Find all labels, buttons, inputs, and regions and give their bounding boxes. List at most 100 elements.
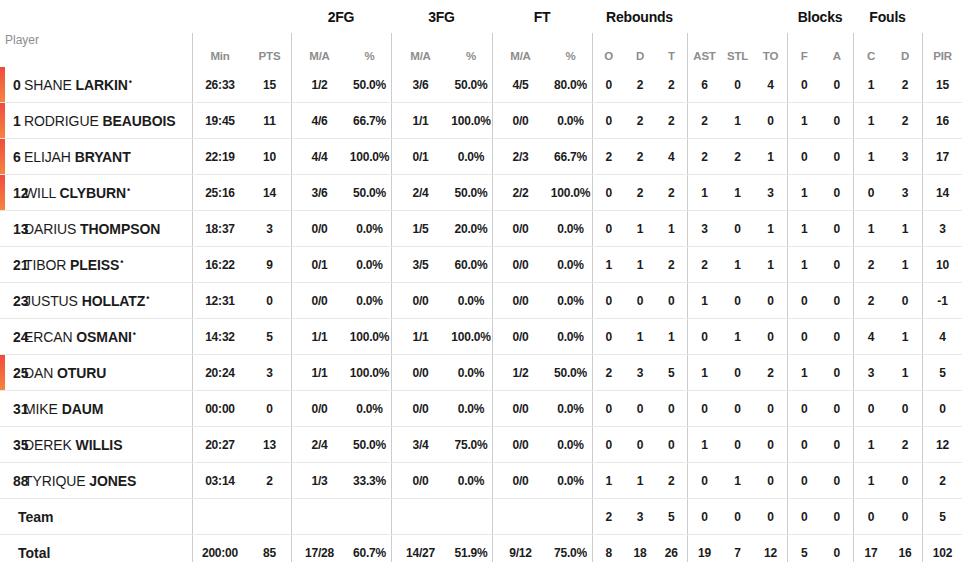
player-row[interactable]: 88TYRIQUE JONES03:1421/333.3%0/00.0%0/00… <box>0 463 962 499</box>
column-header-14: F <box>788 50 821 67</box>
stat-group: 224 <box>592 139 687 174</box>
player-row[interactable]: 12WILL CLYBURN•25:16143/650.0%2/450.0%2/… <box>0 175 962 211</box>
stat-group: 4/666.7% <box>291 103 391 138</box>
stat-group: 10 <box>853 463 922 498</box>
stat-group: 10 <box>787 175 853 210</box>
player-last-name: THOMPSON <box>80 221 160 237</box>
stat-cell-17: 0 <box>888 474 922 488</box>
stat-cell-10: 2 <box>656 474 687 488</box>
player-row[interactable]: 24ERCAN OSMANI•14:3251/1100.0%1/1100.0%0… <box>0 319 962 355</box>
column-header-15: A <box>821 50 854 67</box>
stat-cell-17: 0 <box>888 402 922 416</box>
stat-cell-9: 18 <box>624 546 655 560</box>
player-row[interactable]: 13DARIUS THOMPSON18:3730/00.0%1/520.0%0/… <box>0 211 962 247</box>
stat-cell-13: 0 <box>754 402 787 416</box>
stat-cell-16: 0 <box>854 510 888 524</box>
jersey-number: 31 <box>0 401 23 417</box>
stat-group: 10 <box>922 247 962 282</box>
group-header-fouls: Fouls <box>853 0 922 33</box>
stat-group: 2/2100.0% <box>492 175 592 210</box>
stat-cell-15: 0 <box>821 222 854 236</box>
stat-group: 604 <box>687 67 787 102</box>
stat-group: 12 <box>853 427 922 462</box>
stat-cell-17: 3 <box>888 150 922 164</box>
stat-cell-11: 2 <box>688 150 721 164</box>
stat-cell-7: 0.0% <box>548 294 593 308</box>
player-cell: 12WILL CLYBURN• <box>0 175 192 210</box>
player-row[interactable]: 25DAN OTURU20:2431/1100.0%0/00.0%1/250.0… <box>0 355 962 391</box>
stat-group: 000 <box>687 499 787 534</box>
starter-dot-icon: • <box>120 257 123 267</box>
player-row[interactable]: 21TIBOR PLEISS•16:2290/10.0%3/560.0%0/00… <box>0 247 962 283</box>
stat-group: 3/650.0% <box>391 67 492 102</box>
stat-cell-15: 0 <box>821 78 854 92</box>
stat-group: 0/00.0% <box>492 391 592 426</box>
stat-cell-0: 18:37 <box>193 222 247 236</box>
stat-group: 16:229 <box>192 247 291 282</box>
stat-group: 4/580.0% <box>492 67 592 102</box>
stat-cell-4: 14/27 <box>392 546 449 560</box>
stat-cell-9: 2 <box>624 114 655 128</box>
stat-cell-16: 0 <box>854 186 888 200</box>
on-court-indicator <box>0 355 5 390</box>
player-row[interactable]: 31MIKE DAUM00:0000/00.0%0/00.0%0/00.0%00… <box>0 391 962 427</box>
player-first-name: WILL <box>24 185 60 201</box>
stat-group: M/A% <box>391 33 492 67</box>
player-first-name: DARIUS <box>24 221 80 237</box>
stat-group: 0/00.0% <box>291 391 391 426</box>
player-row[interactable]: 35DEREK WILLIS20:27132/450.0%3/475.0%0/0… <box>0 427 962 463</box>
group-header-blocks: Blocks <box>787 0 853 33</box>
stat-cell-14: 1 <box>788 186 821 200</box>
player-name: MIKE DAUM <box>23 401 103 417</box>
stat-cell-2: 0/0 <box>292 294 347 308</box>
stat-group: 18:373 <box>192 211 291 246</box>
stat-cell-16: 1 <box>854 222 888 236</box>
stat-cell-4: 3/6 <box>392 78 449 92</box>
stat-cell-15: 0 <box>821 366 854 380</box>
player-row[interactable]: 23JUSTUS HOLLATZ•12:3100/00.0%0/00.0%0/0… <box>0 283 962 319</box>
stat-group: CD <box>853 33 922 67</box>
player-row[interactable]: 1RODRIGUE BEAUBOIS19:45114/666.7%1/1100.… <box>0 103 962 139</box>
player-cell: 31MIKE DAUM <box>0 391 192 426</box>
player-row[interactable]: 6ELIJAH BRYANT22:19104/4100.0%0/10.0%2/3… <box>0 139 962 175</box>
stat-cell-2: 1/2 <box>292 78 347 92</box>
stat-group: 2 <box>922 463 962 498</box>
stat-group: 100 <box>687 283 787 318</box>
group-header-ft: FT <box>492 0 592 33</box>
player-first-name: DEREK <box>24 437 76 453</box>
stat-group: M/A% <box>291 33 391 67</box>
stat-cell-1: 3 <box>247 366 292 380</box>
stat-cell-10: 2 <box>656 114 687 128</box>
stat-cell-18: 5 <box>923 510 962 524</box>
stat-group: 00 <box>853 391 922 426</box>
stat-cell-9: 1 <box>624 222 655 236</box>
column-header-12: STL <box>721 50 754 67</box>
player-last-name: BEAUBOIS <box>102 113 175 129</box>
stat-group: 3/475.0% <box>391 427 492 462</box>
player-row[interactable]: 0SHANE LARKIN•26:33151/250.0%3/650.0%4/5… <box>0 67 962 103</box>
stat-cell-4: 0/1 <box>392 150 449 164</box>
stat-group <box>492 499 592 534</box>
stat-cell-5: 75.0% <box>449 438 493 452</box>
stat-group: 41 <box>853 319 922 354</box>
stat-group: 1/1100.0% <box>291 355 391 390</box>
stat-cell-5: 60.0% <box>449 258 493 272</box>
starter-dot-icon: • <box>146 293 149 303</box>
stat-cell-13: 1 <box>754 150 787 164</box>
stat-group: 00 <box>787 283 853 318</box>
stat-group: 200:0085 <box>192 535 291 562</box>
stat-cell-16: 4 <box>854 330 888 344</box>
stat-cell-14: 0 <box>788 438 821 452</box>
stat-cell-14: 0 <box>788 330 821 344</box>
summary-label: Team <box>0 509 54 525</box>
stat-group: 15 <box>922 67 962 102</box>
player-cell: 88TYRIQUE JONES <box>0 463 192 498</box>
stat-cell-9: 1 <box>624 474 655 488</box>
stat-group: 022 <box>592 175 687 210</box>
stat-cell-8: 2 <box>593 150 624 164</box>
stat-cell-12: 0 <box>721 78 754 92</box>
stat-cell-12: 1 <box>721 114 754 128</box>
stat-cell-6: 2/3 <box>493 150 548 164</box>
stat-cell-8: 0 <box>593 294 624 308</box>
stat-cell-3: 66.7% <box>347 114 392 128</box>
